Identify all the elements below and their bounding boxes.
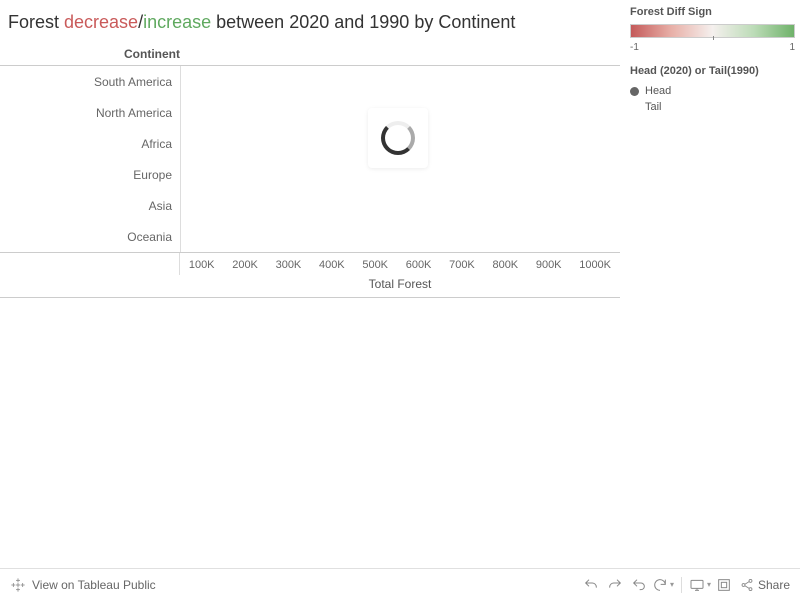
share-button[interactable]: Share: [740, 578, 790, 592]
row-label: Africa: [0, 137, 180, 151]
chart-row: South America: [0, 66, 620, 97]
row-plot: [180, 190, 620, 221]
share-icon: [740, 578, 754, 592]
x-tick: 600K: [406, 259, 432, 271]
x-tick: 200K: [232, 259, 258, 271]
spinner-icon: [381, 121, 415, 155]
share-label: Share: [758, 578, 790, 592]
x-axis-ticks-row: 100K 200K 300K 400K 500K 600K 700K 800K …: [0, 252, 620, 275]
device-icon: [689, 577, 705, 593]
refresh-button[interactable]: ▾: [651, 573, 675, 597]
row-label: Europe: [0, 168, 180, 182]
legend-item-label: Tail: [645, 101, 662, 113]
chevron-down-icon: ▾: [670, 580, 674, 589]
title-prefix: Forest: [8, 12, 64, 32]
tableau-logo-icon: [10, 577, 26, 593]
shape-legend-title: Head (2020) or Tail(1990): [630, 65, 795, 77]
device-preview-button[interactable]: ▾: [688, 573, 712, 597]
x-tick: 100K: [189, 259, 215, 271]
fullscreen-button[interactable]: [712, 573, 736, 597]
gradient-max: 1: [789, 42, 795, 53]
x-tick: 900K: [536, 259, 562, 271]
x-tick: 300K: [276, 259, 302, 271]
undo-icon: [583, 577, 599, 593]
row-plot: [180, 66, 620, 97]
legend-item-label: Head: [645, 85, 671, 97]
title-decrease: decrease: [64, 12, 138, 32]
row-plot: [180, 221, 620, 252]
chevron-down-icon: ▾: [707, 580, 711, 589]
chart-rows: South America North America Africa Europ…: [0, 66, 620, 252]
gradient-mid-tick: [713, 36, 714, 40]
row-label: Asia: [0, 199, 180, 213]
dot-icon: [630, 87, 639, 96]
chart-title: Forest decrease/increase between 2020 an…: [0, 0, 620, 41]
refresh-icon: [652, 577, 668, 593]
chart-row: Oceania: [0, 221, 620, 252]
view-on-tableau-label: View on Tableau Public: [32, 578, 156, 592]
color-gradient-labels: -1 1: [630, 42, 795, 53]
row-label: Oceania: [0, 230, 180, 244]
x-tick: 400K: [319, 259, 345, 271]
loading-spinner: [368, 108, 428, 168]
blank-marker: [630, 103, 639, 112]
x-axis-label-row: Total Forest: [0, 275, 620, 298]
gradient-min: -1: [630, 42, 639, 53]
legend-panel: Forest Diff Sign -1 1 Head (2020) or Tai…: [630, 6, 795, 115]
x-tick: 1000K: [579, 259, 611, 271]
row-label: South America: [0, 75, 180, 89]
shape-legend: Head (2020) or Tail(1990) Head Tail: [630, 65, 795, 115]
color-legend-title: Forest Diff Sign: [630, 6, 795, 18]
undo-button[interactable]: [579, 573, 603, 597]
x-tick: 800K: [492, 259, 518, 271]
revert-icon: [631, 577, 647, 593]
toolbar-separator: [681, 577, 682, 593]
redo-icon: [607, 577, 623, 593]
view-on-tableau-button[interactable]: View on Tableau Public: [10, 577, 156, 593]
title-suffix: between 2020 and 1990 by Continent: [211, 12, 515, 32]
toolbar: View on Tableau Public ▾ ▾ Share: [0, 568, 800, 600]
chart-row: Africa: [0, 128, 620, 159]
chart-row: Asia: [0, 190, 620, 221]
redo-button[interactable]: [603, 573, 627, 597]
legend-item-tail[interactable]: Tail: [630, 99, 795, 115]
row-label: North America: [0, 106, 180, 120]
x-axis-ticks: 100K 200K 300K 400K 500K 600K 700K 800K …: [180, 253, 620, 275]
chart-row: Europe: [0, 159, 620, 190]
fullscreen-icon: [716, 577, 732, 593]
x-tick: 700K: [449, 259, 475, 271]
y-axis-header: Continent: [0, 41, 620, 66]
x-tick: 500K: [362, 259, 388, 271]
chart-row: North America: [0, 97, 620, 128]
legend-item-head[interactable]: Head: [630, 83, 795, 99]
x-axis-label: Total Forest: [180, 275, 620, 291]
revert-button[interactable]: [627, 573, 651, 597]
title-increase: increase: [143, 12, 211, 32]
chart-area: Forest decrease/increase between 2020 an…: [0, 0, 620, 298]
